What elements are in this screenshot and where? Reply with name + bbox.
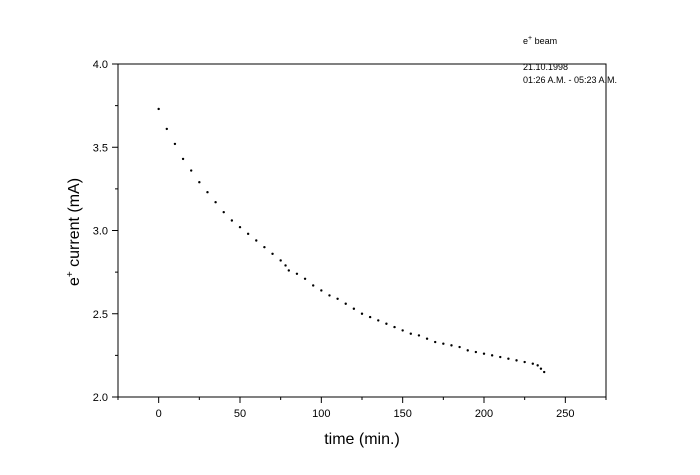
plot-frame (117, 63, 607, 398)
data-point (360, 312, 364, 315)
data-point (312, 284, 315, 287)
data-point (482, 352, 486, 355)
data-point (328, 294, 331, 297)
x-tick-label: 250 (556, 408, 574, 420)
data-point (238, 225, 242, 229)
x-axis-label: time (min.) (324, 431, 400, 448)
data-point (206, 191, 209, 194)
y-tick-label: 3.5 (93, 142, 108, 154)
x-tick-label: 150 (393, 408, 411, 420)
y-tick-label: 2.5 (93, 309, 108, 321)
date-annotation: 21.10.1998 (523, 62, 568, 72)
data-point (165, 127, 168, 131)
y-tick-label: 4.0 (93, 59, 108, 71)
data-point (409, 332, 412, 335)
data-point (474, 350, 478, 354)
x-tick-label: 200 (475, 408, 493, 420)
data-point (458, 345, 461, 349)
data-point (303, 277, 307, 280)
data-point (531, 362, 534, 365)
data-point (271, 252, 274, 256)
data-point (173, 142, 177, 146)
data-point (434, 340, 437, 344)
y-tick-label: 3.0 (93, 226, 108, 238)
time-range-annotation: 01:26 A.M. - 05:23 A.M. (523, 75, 617, 85)
data-point (539, 367, 543, 370)
data-point (222, 210, 225, 214)
data-point (466, 349, 469, 352)
data-point (214, 200, 217, 204)
data-point (490, 354, 494, 357)
data-points (157, 107, 546, 374)
data-point (198, 181, 201, 184)
data-point (450, 344, 453, 347)
x-axis: 0 50 100 150 200 250 (117, 397, 607, 420)
plot-border (117, 63, 607, 398)
data-point (255, 239, 258, 242)
data-point (368, 315, 372, 319)
data-point (344, 302, 347, 305)
data-point (536, 364, 539, 367)
x-tick-label: 100 (312, 408, 330, 420)
data-point (425, 337, 429, 340)
data-point (287, 269, 290, 272)
data-point (377, 319, 380, 322)
data-point (523, 360, 526, 364)
data-point (385, 322, 388, 325)
y-axis: 2.0 2.5 3.0 3.5 4.0 (93, 59, 118, 404)
data-point (295, 272, 299, 275)
x-tick-label: 50 (234, 408, 246, 420)
data-point (157, 107, 160, 111)
data-point (181, 157, 185, 161)
data-point (284, 264, 287, 267)
x-tick-label: 0 (156, 408, 162, 420)
data-point (246, 232, 250, 236)
data-point (352, 307, 356, 310)
data-point (336, 297, 339, 300)
data-point (542, 370, 546, 374)
data-point (320, 289, 323, 292)
data-point (442, 342, 445, 345)
data-point (230, 219, 234, 222)
data-point (401, 329, 404, 332)
data-point (279, 259, 282, 262)
y-tick-label: 2.0 (93, 392, 108, 404)
data-point (190, 169, 193, 172)
data-point (393, 325, 396, 329)
data-point (499, 355, 502, 359)
y-axis-label: e+ current (mA) (65, 178, 83, 286)
data-point (507, 357, 510, 360)
data-point (417, 334, 421, 337)
beam-annotation: e+ beam (523, 35, 557, 46)
data-point (515, 359, 518, 362)
data-point (263, 245, 266, 249)
